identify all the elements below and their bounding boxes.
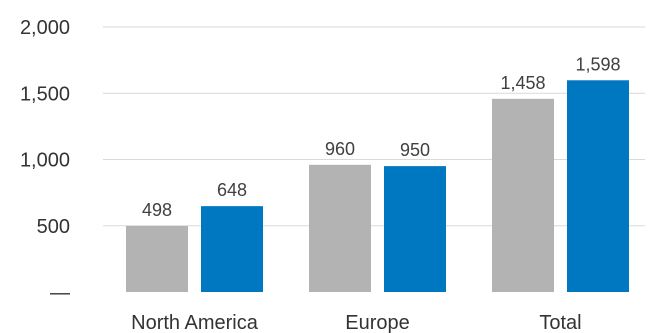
x-category-label: Total [539,312,581,333]
data-label: 1,458 [500,73,545,93]
data-label: 960 [325,139,355,159]
y-tick-label: 500 [37,216,70,238]
bar [126,226,188,292]
bar [309,164,371,292]
x-category-label: North America [131,312,259,333]
bars [126,80,629,292]
bar [201,206,263,292]
y-axis-ticks: — 500 1,000 1,500 2,000 [20,17,70,304]
gridlines [103,26,645,227]
data-label: 950 [400,140,430,160]
bar [384,166,446,292]
x-axis-categories: North America Europe Total [131,312,581,333]
y-tick-label: 1,500 [20,83,70,105]
bar [567,80,629,292]
data-label: 1,598 [575,54,620,74]
y-tick-label: 1,000 [20,150,70,172]
data-label: 648 [217,180,247,200]
data-label: 498 [142,200,172,220]
data-labels: 498 648 960 950 1,458 1,598 [142,54,621,220]
x-category-label: Europe [345,312,410,333]
y-tick-label: — [50,282,70,304]
y-tick-label: 2,000 [20,17,70,39]
bar [492,98,554,292]
